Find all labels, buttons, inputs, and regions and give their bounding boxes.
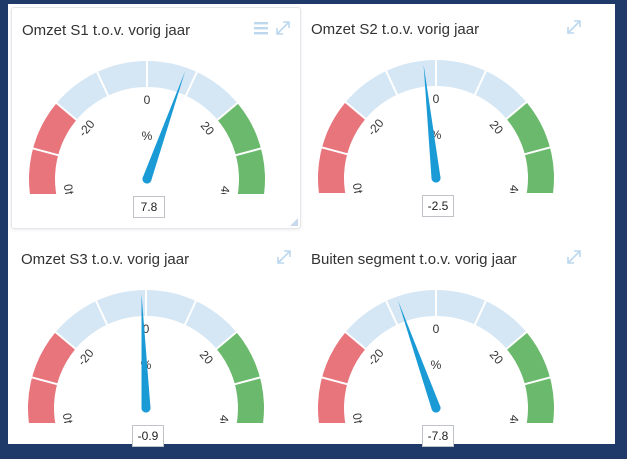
gauge-tick [344, 100, 367, 121]
gauge-tick-label: 0 [143, 322, 150, 336]
gauge-band [56, 60, 238, 120]
gauge-value: 7.8 [140, 200, 158, 214]
gauge-needle [423, 64, 441, 183]
gauge-band [28, 332, 76, 423]
gauge-tick [523, 376, 552, 386]
menu-icon[interactable] [252, 19, 270, 37]
gauge-band [506, 102, 554, 193]
gauge-tick [183, 299, 198, 326]
gauge-tick [384, 299, 399, 326]
gauge-needle [141, 294, 151, 413]
gauge-tick-label: -20 [365, 116, 387, 139]
gauge-value-box: -0.9 [132, 425, 164, 447]
gauge-band [216, 332, 264, 423]
gauge-tick [320, 376, 349, 386]
expand-icon[interactable] [274, 19, 292, 37]
gauge-tick [505, 330, 528, 351]
gauge-band [345, 290, 527, 349]
gauge-chart: -40 -20 0 20 40% [318, 289, 554, 423]
expand-icon[interactable] [565, 248, 583, 266]
gauge-unit: % [142, 129, 153, 143]
gauge-tick-label: 20 [198, 119, 218, 138]
gauge-band [217, 103, 265, 194]
gauge-tick [216, 101, 239, 122]
gauge-title: Omzet S2 t.o.v. vorig jaar [311, 21, 480, 38]
gauge-band [55, 290, 237, 349]
gauge-tick [54, 330, 77, 351]
gauge-panel-s2[interactable]: Omzet S2 t.o.v. vorig jaar -40 -20 0 20 40% … [301, 7, 591, 229]
gauge-tick-label: 40 [217, 185, 233, 194]
gauge-tick-label: -40 [61, 183, 78, 194]
gauge-value: -0.9 [137, 429, 159, 443]
gauge-tick-label: 40 [506, 414, 522, 423]
gauge-value-box: -2.5 [422, 195, 454, 217]
gauge-tick [473, 69, 488, 96]
gauge-tick [95, 70, 110, 97]
gauge-chart: -40 -20 0 20 40% [318, 59, 554, 193]
gauge-tick [523, 146, 552, 156]
gauge-band [506, 332, 554, 423]
gauge-panel-buiten[interactable]: Buiten segment t.o.v. vorig jaar -40 -20 0… [301, 237, 591, 459]
gauge-tick-label: 0 [433, 322, 440, 336]
gauge-needle-hub [431, 173, 441, 183]
gauge-tick-label: -20 [76, 117, 98, 140]
dashboard-frame: Omzet S1 t.o.v. vorig jaar -40 -20 0 20 40% … [8, 4, 615, 447]
gauge-tick-label: -20 [75, 346, 97, 369]
gauge-title: Omzet S1 t.o.v. vorig jaar [22, 22, 191, 39]
resize-handle[interactable] [290, 218, 298, 226]
gauge-tick-label: 20 [487, 348, 507, 367]
gauge-tick-label: 20 [197, 348, 217, 367]
gauge-needle-hub [141, 403, 151, 413]
gauge-tick [473, 299, 488, 326]
gauge-tick-label: 40 [216, 414, 232, 423]
gauge-tick-label: -40 [350, 412, 367, 423]
gauge-panel-s1[interactable]: Omzet S1 t.o.v. vorig jaar -40 -20 0 20 40% … [11, 7, 301, 229]
gauge-band [29, 103, 77, 194]
gauge-panel-s3[interactable]: Omzet S3 t.o.v. vorig jaar -40-2002040% … [11, 237, 301, 459]
gauge-tick-label: 40 [506, 184, 522, 193]
gauge-title: Omzet S3 t.o.v. vorig jaar [21, 251, 190, 268]
gauge-tick [234, 147, 263, 157]
gauge-needle-hub [431, 403, 441, 413]
gauge-band [318, 102, 366, 193]
gauge-title: Buiten segment t.o.v. vorig jaar [311, 251, 517, 268]
gauge-needle [142, 71, 186, 184]
gauge-needle [397, 300, 441, 413]
expand-icon[interactable] [275, 248, 293, 266]
gauge-tick-label: -20 [365, 346, 387, 369]
gauge-tick [30, 376, 59, 386]
gauge-tick [320, 146, 349, 156]
gauge-band [318, 332, 366, 423]
gauge-tick-label: 0 [144, 93, 151, 107]
gauge-tick-label: -40 [350, 182, 367, 193]
gauge-band [345, 59, 527, 119]
gauge-value-box: 7.8 [133, 196, 165, 218]
gauge-tick-label: -40 [60, 412, 77, 423]
gauge-tick [505, 100, 528, 121]
gauge-needle-hub [142, 174, 152, 184]
gauge-value: -7.8 [427, 429, 449, 443]
gauge-tick [233, 376, 262, 386]
gauge-tick-label: 0 [433, 92, 440, 106]
gauge-chart: -40 -20 0 20 40% [29, 60, 265, 194]
gauge-tick [344, 330, 367, 351]
expand-icon[interactable] [565, 18, 583, 36]
gauge-unit: % [431, 128, 442, 142]
gauge-tick [31, 147, 60, 157]
gauge-tick [55, 101, 78, 122]
gauge-tick [94, 299, 109, 326]
gauge-tick [384, 69, 399, 96]
gauge-value-box: -7.8 [422, 425, 454, 447]
gauge-tick [215, 330, 238, 351]
gauge-tick [184, 70, 199, 97]
gauge-unit: % [431, 358, 442, 372]
gauge-value: -2.5 [427, 199, 449, 213]
gauge-tick-label: 20 [487, 118, 507, 137]
